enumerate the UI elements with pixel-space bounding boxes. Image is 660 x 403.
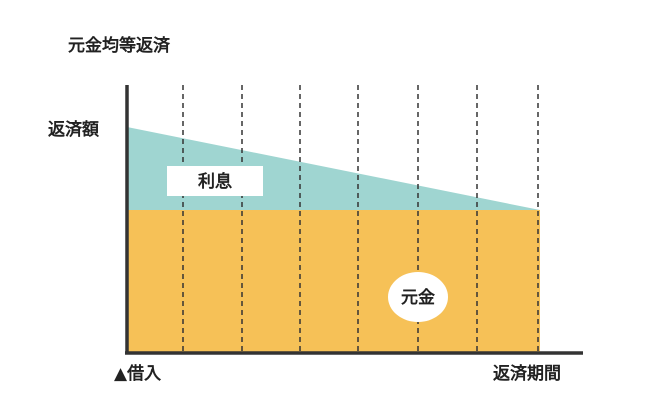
y-axis-label: 返済額 bbox=[48, 119, 100, 140]
title: 元金均等返済 bbox=[68, 35, 171, 56]
interest-label: 利息 bbox=[198, 171, 232, 192]
x-axis-end-label: 返済期間 bbox=[493, 363, 561, 384]
principal-area bbox=[127, 210, 540, 353]
interest-label-box bbox=[167, 166, 263, 196]
x-axis-start-label: ▲借入 bbox=[114, 363, 161, 384]
principal-label: 元金 bbox=[401, 287, 435, 308]
principal-label-box bbox=[388, 272, 448, 322]
